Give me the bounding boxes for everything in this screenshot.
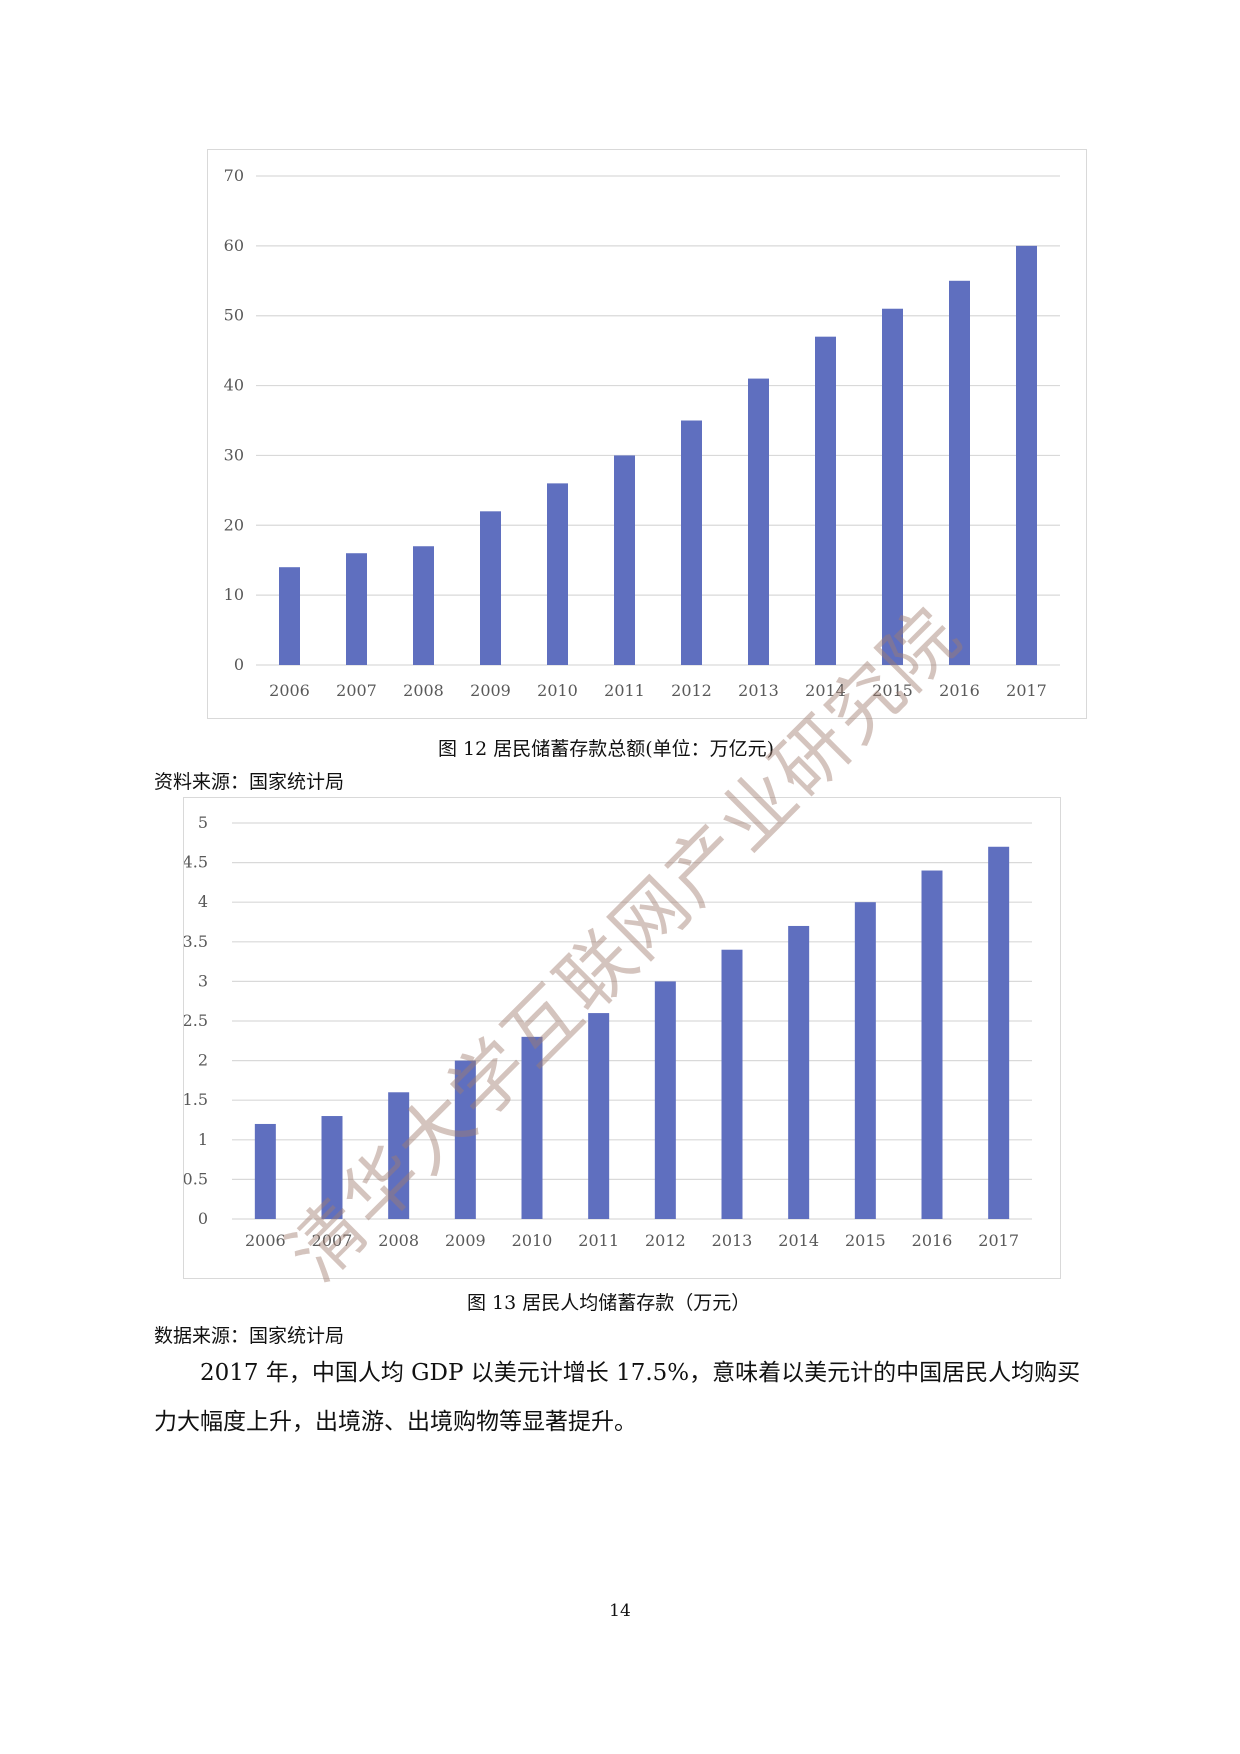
bar-2013 — [721, 949, 743, 1219]
page-number: 14 — [609, 1601, 631, 1621]
x-tick-label: 2016 — [912, 1231, 953, 1250]
y-tick-label: 10 — [224, 585, 244, 604]
bar-2006 — [254, 1123, 276, 1219]
y-tick-label: 60 — [224, 236, 244, 255]
x-tick-label: 2017 — [1006, 681, 1047, 700]
y-tick-label: 0.5 — [184, 1169, 208, 1188]
bar-2007 — [321, 1116, 343, 1219]
y-tick-label: 50 — [224, 306, 244, 325]
bar-2008 — [388, 1092, 410, 1219]
y-tick-label: 5 — [198, 813, 208, 832]
figure-12-source: 资料来源：国家统计局 — [154, 771, 345, 793]
bar-2012 — [654, 981, 676, 1219]
bar-2014 — [788, 925, 810, 1219]
x-tick-label: 2009 — [445, 1231, 486, 1250]
savings-per-capita-chart: 0 0.5 1 1.5 2 2.5 3 3.5 4 4.5 5 2006 2007 2008 2009 201… — [183, 797, 1061, 1279]
y-tick-label: 4 — [198, 892, 208, 911]
bar-2012 — [681, 420, 702, 665]
y-tick-label: 0 — [198, 1209, 208, 1228]
body-paragraph-text: 2017 年，中国人均 GDP 以美元计增长 17.5%，意味着以美元计的中国居… — [154, 1360, 1081, 1435]
y-tick-label: 1.5 — [184, 1090, 208, 1109]
bar-2007 — [346, 553, 367, 665]
y-tick-label: 3.5 — [184, 932, 208, 951]
x-tick-label: 2015 — [872, 681, 913, 700]
y-tick-label: 0 — [234, 655, 244, 674]
figure-13-caption: 图 13 居民人均储蓄存款（万元） — [467, 1292, 751, 1314]
bar-2015 — [854, 902, 876, 1219]
x-tick-label: 2014 — [805, 681, 846, 700]
bar-2017 — [988, 846, 1010, 1219]
bar-2009 — [480, 511, 501, 665]
x-tick-label: 2011 — [604, 681, 645, 700]
bar-2009 — [454, 1060, 476, 1219]
y-tick-label: 20 — [224, 515, 244, 534]
x-tick-label: 2012 — [645, 1231, 686, 1250]
x-tick-label: 2006 — [245, 1231, 286, 1250]
bar-2008 — [413, 546, 434, 665]
x-tick-label: 2008 — [378, 1231, 419, 1250]
y-tick-label: 2 — [198, 1051, 208, 1070]
y-tick-label: 70 — [224, 166, 244, 185]
bar-2010 — [521, 1036, 543, 1219]
y-tick-label: 30 — [224, 445, 244, 464]
x-tick-label: 2013 — [712, 1231, 753, 1250]
figure-13-source: 数据来源：国家统计局 — [154, 1325, 345, 1347]
body-paragraph: 2017 年，中国人均 GDP 以美元计增长 17.5%，意味着以美元计的中国居… — [154, 1349, 1084, 1447]
x-tick-label: 2010 — [537, 681, 578, 700]
bar-2017 — [1016, 245, 1037, 665]
bar-2013 — [748, 378, 769, 665]
bar-2014 — [815, 336, 836, 665]
x-tick-label: 2010 — [512, 1231, 553, 1250]
bar-2011 — [588, 1013, 610, 1219]
x-tick-label: 2007 — [312, 1231, 353, 1250]
bar-2010 — [547, 483, 568, 665]
y-tick-label: 4.5 — [184, 853, 208, 872]
bar-2016 — [921, 870, 943, 1219]
y-tick-label: 3 — [198, 971, 208, 990]
x-tick-label: 2007 — [336, 681, 377, 700]
x-tick-label: 2014 — [778, 1231, 819, 1250]
savings-total-chart: 0 10 20 30 40 50 60 70 2006 2007 2008 2009 2010 2011 2… — [207, 149, 1087, 719]
x-tick-label: 2017 — [978, 1231, 1019, 1250]
x-tick-label: 2011 — [578, 1231, 619, 1250]
figure-12-caption: 图 12 居民储蓄存款总额(单位：万亿元) — [438, 738, 775, 760]
x-tick-label: 2015 — [845, 1231, 886, 1250]
x-tick-label: 2016 — [939, 681, 980, 700]
x-tick-label: 2013 — [738, 681, 779, 700]
y-tick-label: 40 — [224, 376, 244, 395]
y-tick-label: 1 — [198, 1130, 208, 1149]
x-tick-label: 2006 — [269, 681, 310, 700]
bar-2016 — [949, 280, 970, 665]
x-tick-label: 2009 — [470, 681, 511, 700]
bar-2006 — [279, 567, 300, 665]
y-tick-label: 2.5 — [184, 1011, 208, 1030]
x-tick-label: 2008 — [403, 681, 444, 700]
savings-total-chart-svg: 0 10 20 30 40 50 60 70 2006 2007 2008 2009 2010 2011 2… — [224, 166, 1060, 700]
bar-2011 — [614, 455, 635, 665]
bar-2015 — [882, 308, 903, 665]
savings-per-capita-chart-svg: 0 0.5 1 1.5 2 2.5 3 3.5 4 4.5 5 2006 2007 2008 2009 201… — [184, 813, 1032, 1250]
x-tick-label: 2012 — [671, 681, 712, 700]
